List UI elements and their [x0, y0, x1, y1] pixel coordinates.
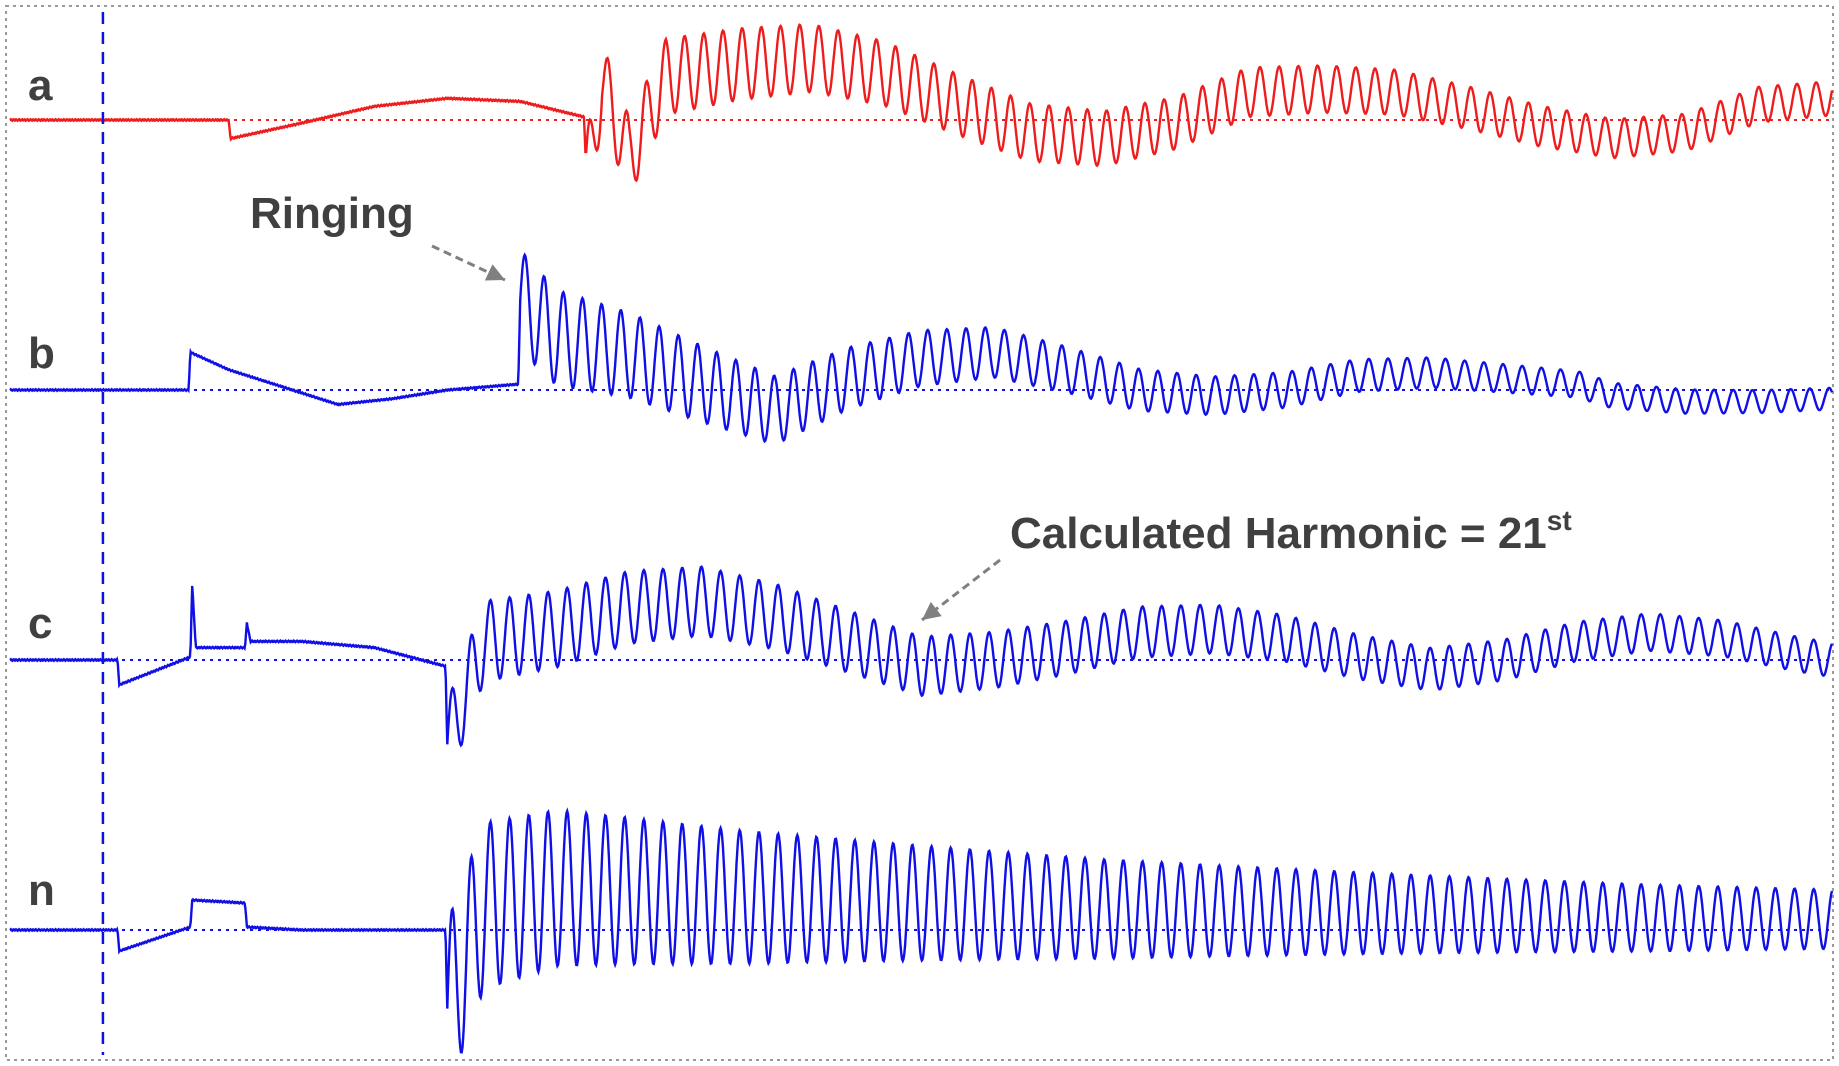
trace-labels-group: a b c n [28, 61, 55, 915]
trace-label-n: n [28, 866, 55, 915]
annotation-text-2: Calculated Harmonic = 21st [1010, 505, 1572, 558]
annotation-superscript: st [1547, 505, 1572, 536]
annotation-arrowhead-1 [484, 264, 505, 281]
trace-c [9, 565, 1834, 748]
annotation-arrowhead-2 [922, 601, 942, 620]
trace-b [9, 252, 1834, 444]
trace-a [9, 23, 1834, 183]
traces-group [9, 23, 1834, 1054]
trace-label-a: a [28, 61, 53, 110]
trace-label-c: c [28, 599, 52, 648]
annotations-group: Ringing Calculated Harmonic = 21st [250, 189, 1572, 622]
annotation-text-1: Ringing [250, 189, 414, 238]
chart-border [5, 5, 1834, 1061]
trace-label-b: b [28, 329, 55, 378]
trace-n [9, 807, 1834, 1054]
